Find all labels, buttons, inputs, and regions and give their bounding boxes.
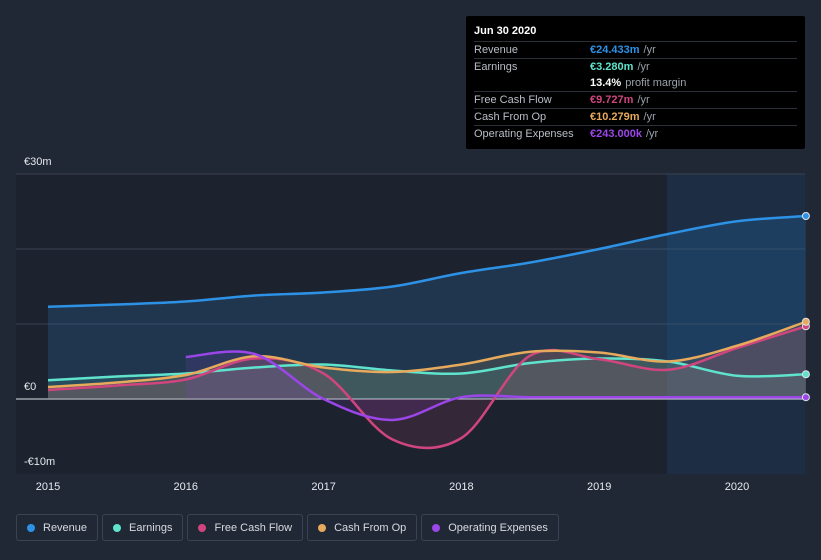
tooltip-row-unit: /yr: [643, 111, 656, 123]
tooltip-row: Free Cash Flow €9.727m/yr: [474, 91, 797, 108]
series-area-earnings: [48, 358, 806, 399]
tooltip-row-name: [474, 75, 590, 91]
legend-label: Cash From Op: [334, 521, 407, 534]
legend-dot-icon: [113, 523, 122, 532]
series-line-earnings: [47, 357, 806, 382]
series-end-marker: [801, 393, 810, 402]
tooltip-row: Operating Expenses €243.000k/yr: [474, 125, 797, 142]
tooltip-row-value: €3.280m: [590, 61, 634, 73]
tooltip-row-name: Earnings: [474, 61, 518, 73]
x-tick-label: 2017: [311, 481, 336, 493]
series-line-revenue: [47, 214, 806, 308]
tooltip-row-name: Revenue: [474, 44, 519, 56]
tooltip-row: 13.4% profit margin: [474, 75, 797, 91]
legend-item-free-cash-flow[interactable]: Free Cash Flow: [187, 514, 304, 541]
tooltip-row: Cash From Op €10.279m/yr: [474, 108, 797, 125]
series-end-marker: [801, 317, 810, 326]
tooltip-row-name: Cash From Op: [474, 111, 547, 123]
tooltip-date: Jun 30 2020: [474, 25, 537, 37]
tooltip-row-name: Operating Expenses: [474, 128, 574, 140]
tooltip-row-value: €10.279m: [590, 111, 640, 123]
x-tick-label: 2015: [35, 481, 61, 493]
tooltip-row-unit: /yr: [646, 128, 659, 140]
legend: Revenue Earnings Free Cash Flow Cash From O…: [16, 514, 559, 541]
series-area-revenue: [48, 216, 806, 399]
tooltip-row-value: 13.4%: [590, 77, 622, 89]
x-tick-label: 2020: [724, 481, 750, 493]
legend-item-cash-from-op[interactable]: Cash From Op: [307, 514, 418, 541]
series-line-cash-from-op: [47, 320, 807, 389]
y-axis-label-zero: €0: [24, 381, 37, 393]
y-axis-label-top: €30m: [24, 156, 52, 168]
x-tick-label: 2019: [586, 481, 612, 493]
tooltip-row-unit: /yr: [637, 61, 650, 73]
series-line-free-cash-flow: [47, 325, 807, 450]
tooltip-row-unit: profit margin: [625, 77, 687, 89]
tooltip-row-value: €243.000k: [590, 128, 642, 140]
tooltip-row: Revenue €24.433m/yr: [474, 41, 797, 58]
series-end-marker: [801, 212, 810, 220]
legend-item-earnings[interactable]: Earnings: [102, 514, 184, 541]
tooltip-row: Earnings €3.280m/yr: [474, 58, 797, 75]
series-end-marker: [801, 370, 810, 379]
legend-dot-icon: [318, 523, 327, 532]
legend-label: Free Cash Flow: [214, 521, 293, 534]
series-area-operating-expenses: [185, 351, 806, 421]
tooltip-row-unit: /yr: [643, 44, 656, 56]
legend-label: Revenue: [43, 521, 88, 534]
tooltip-row-name: Free Cash Flow: [474, 94, 552, 106]
legend-dot-icon: [198, 523, 207, 532]
legend-item-revenue[interactable]: Revenue: [16, 514, 99, 541]
legend-dot-icon: [432, 523, 441, 532]
series-area-cash-from-op: [48, 321, 806, 399]
legend-item-operating-expenses[interactable]: Operating Expenses: [421, 514, 559, 541]
x-tick-label: 2018: [449, 481, 474, 493]
y-axis-label-bottom: -€10m: [24, 456, 56, 468]
legend-label: Operating Expenses: [448, 521, 548, 534]
tooltip-row-value: €24.433m: [590, 44, 640, 56]
tooltip-row-value: €9.727m: [590, 94, 634, 106]
legend-dot-icon: [27, 523, 35, 532]
series-area-free-cash-flow: [48, 326, 806, 449]
tooltip-panel: Jun 30 2020 Revenue €24.433m/yr Earnings €3…: [466, 16, 805, 149]
legend-label: Earnings: [129, 521, 173, 534]
tooltip-row-unit: /yr: [637, 94, 650, 106]
series-line-operating-expenses: [185, 350, 806, 422]
x-tick-label: 2016: [173, 481, 199, 493]
